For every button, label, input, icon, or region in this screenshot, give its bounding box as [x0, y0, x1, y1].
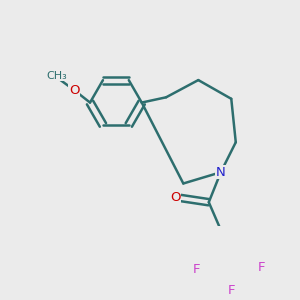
Text: O: O — [170, 191, 181, 204]
Text: CH₃: CH₃ — [46, 70, 67, 81]
Text: O: O — [69, 84, 80, 97]
Text: F: F — [192, 263, 200, 276]
Text: N: N — [216, 166, 226, 179]
Text: F: F — [227, 284, 235, 297]
Text: F: F — [258, 261, 266, 274]
